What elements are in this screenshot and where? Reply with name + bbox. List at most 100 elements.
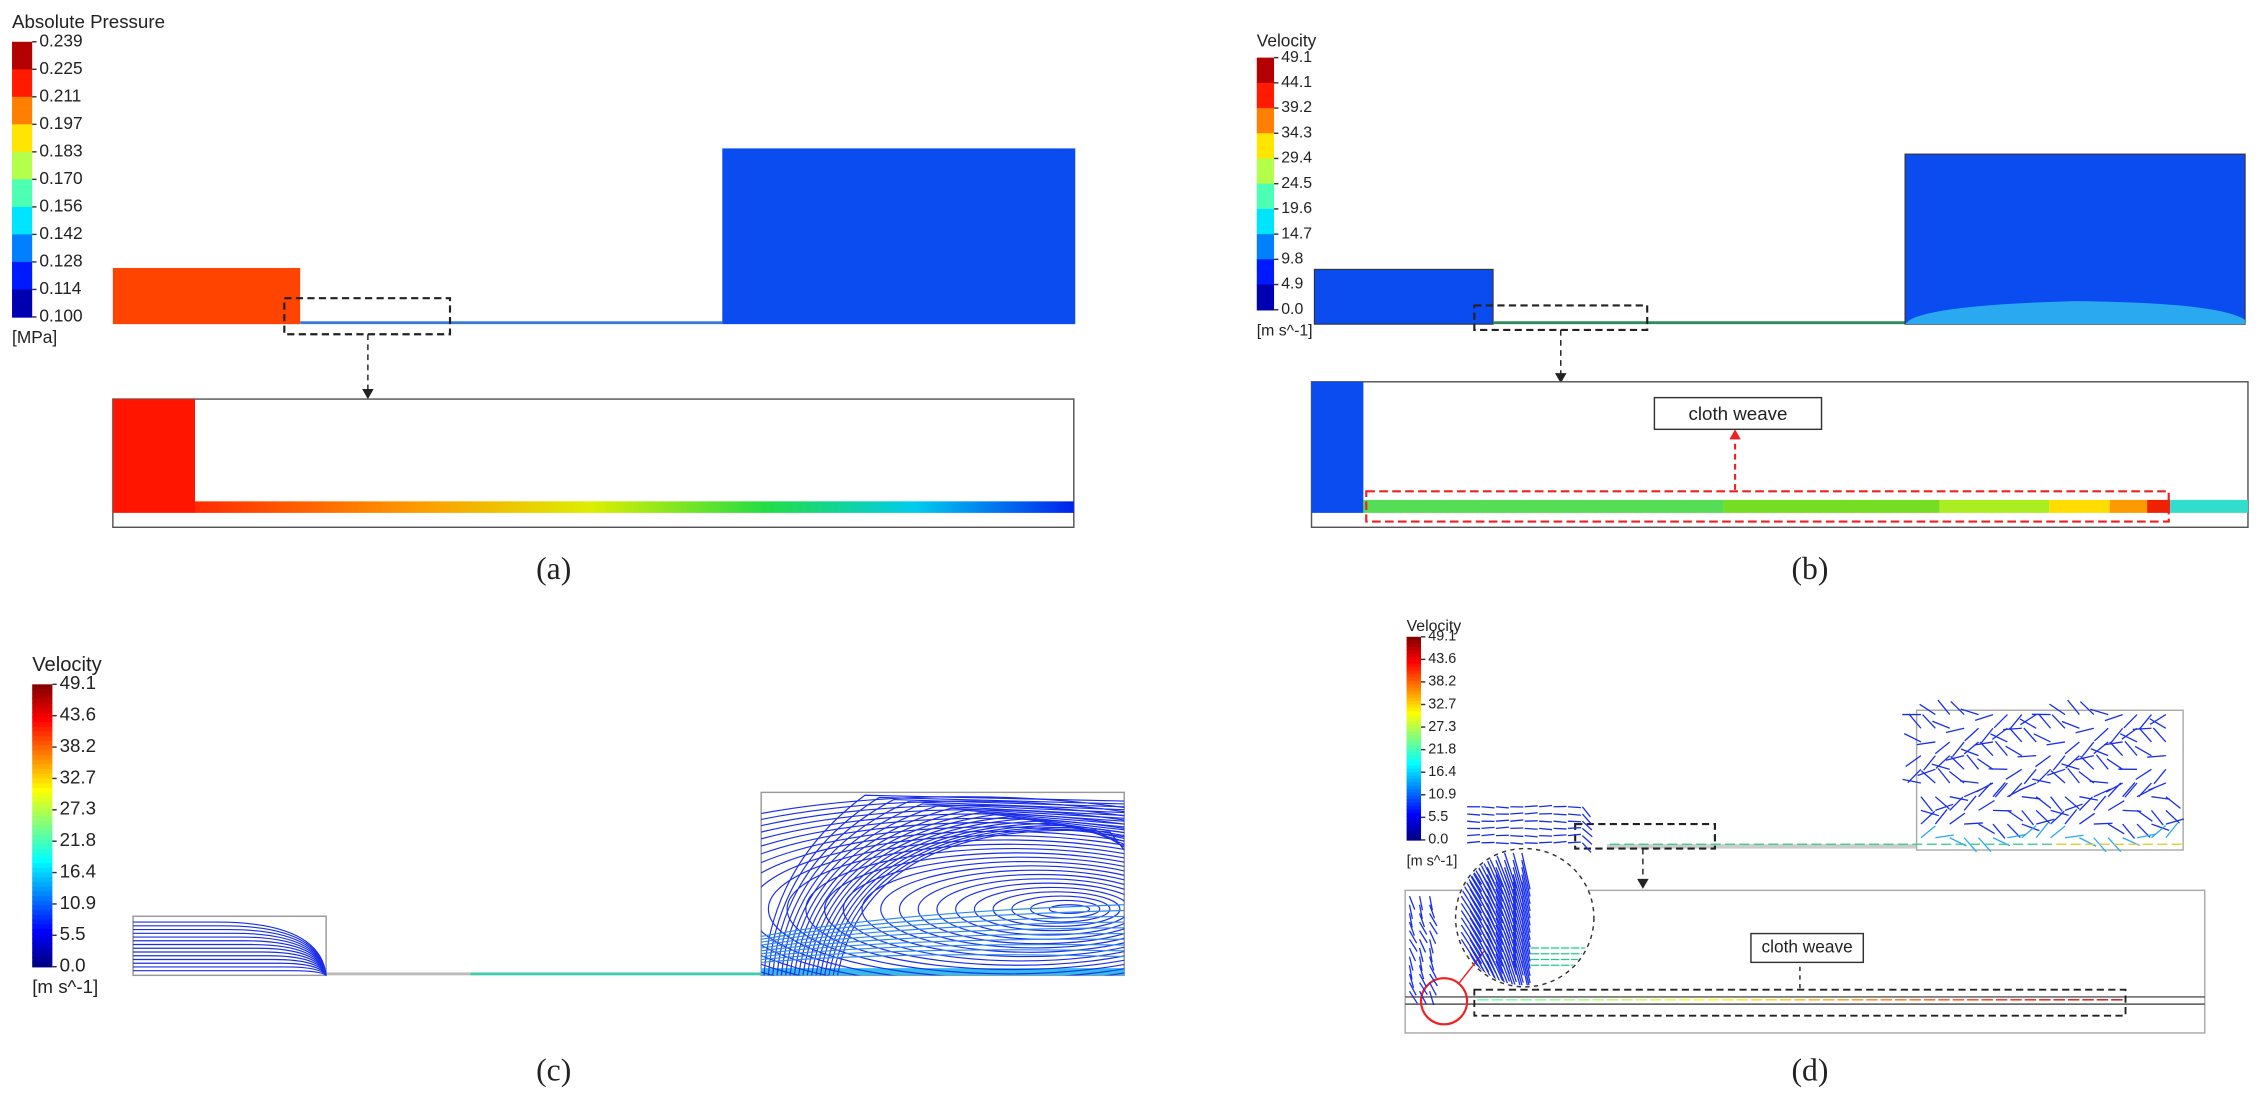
legend-swatch <box>1256 158 1275 185</box>
legend-swatch <box>1406 697 1422 702</box>
legend-swatch <box>12 151 33 181</box>
vector <box>1486 960 1504 986</box>
vector <box>2036 818 2055 825</box>
channel <box>470 972 762 976</box>
legend-swatch <box>32 825 53 831</box>
legend-swatch <box>1406 711 1422 716</box>
vector <box>1920 796 1934 812</box>
panel-caption: (c) <box>536 1053 571 1088</box>
vector <box>2078 796 2093 811</box>
streamline <box>761 804 1125 827</box>
legend-swatch <box>32 736 53 742</box>
vector <box>1521 888 1531 926</box>
vector <box>2153 768 2167 785</box>
vector <box>1429 913 1438 927</box>
panel-a <box>112 148 1076 529</box>
legend-swatch <box>1406 650 1422 655</box>
zoom-box <box>283 297 452 336</box>
legend-swatch <box>32 698 53 704</box>
legend-tick-label: 38.2 <box>1428 674 1456 690</box>
vector <box>1521 859 1531 897</box>
vector <box>1524 812 1538 815</box>
legend-swatch <box>32 684 53 690</box>
vector <box>1510 819 1524 822</box>
vector <box>1539 804 1553 808</box>
vector <box>2064 834 2084 839</box>
vector <box>2003 727 2022 731</box>
legend-swatch <box>1406 785 1422 790</box>
legend-swatch <box>1406 694 1422 699</box>
legend-swatch <box>32 834 53 841</box>
arrow-head <box>1637 878 1649 889</box>
streamline <box>761 944 1125 958</box>
vector <box>2165 822 2179 839</box>
streamline <box>761 817 1125 976</box>
legend-swatch <box>12 206 33 236</box>
vector <box>1512 953 1524 986</box>
legend-tick-label: 38.2 <box>60 735 96 756</box>
vector <box>1503 895 1518 932</box>
vector <box>1521 960 1531 986</box>
vector <box>1521 867 1531 904</box>
vector <box>1503 931 1518 968</box>
channel <box>1493 321 1906 325</box>
vector <box>2136 809 2153 822</box>
legend-swatch <box>32 853 53 860</box>
streamline <box>973 886 1125 932</box>
vector <box>2050 770 2066 784</box>
legend-tick-label: 5.5 <box>1428 809 1448 825</box>
legend-swatch <box>32 731 53 737</box>
vector <box>1990 733 2008 743</box>
legend-swatch <box>12 179 33 208</box>
vector <box>1512 960 1524 986</box>
legend-swatch <box>32 947 53 954</box>
streamline <box>761 830 1125 976</box>
legend-tick-label: 0.0 <box>1281 301 1303 318</box>
vector <box>1524 834 1538 838</box>
vector <box>1980 727 1994 744</box>
streamline <box>761 796 1125 815</box>
vector <box>2132 727 2152 731</box>
vector <box>2093 741 2109 755</box>
legend-swatch <box>32 943 53 949</box>
legend-tick-label: 0.0 <box>1428 832 1448 848</box>
legend-tick-label: 19.6 <box>1281 200 1312 217</box>
legend-tick-label: 49.1 <box>1428 629 1456 645</box>
legend-swatch <box>1406 704 1422 709</box>
vector <box>2079 837 2097 847</box>
legend-swatch <box>32 957 53 963</box>
panel-caption: (b) <box>1792 551 1829 586</box>
vector <box>1521 953 1531 986</box>
legend-swatch <box>1406 751 1422 756</box>
legend-swatch <box>32 914 53 921</box>
legend-swatch <box>1256 234 1275 261</box>
vector <box>1510 842 1524 845</box>
vector <box>1949 812 1966 825</box>
vector <box>1963 741 1979 755</box>
panel-b: cloth weave <box>1310 153 2249 529</box>
vector <box>1524 827 1538 830</box>
legend-swatch <box>32 896 53 902</box>
legend-tick-label: 21.8 <box>60 829 96 850</box>
vector <box>1903 732 1922 743</box>
vector <box>2079 796 2098 801</box>
vector <box>1521 903 1531 940</box>
legend-swatch <box>12 96 33 126</box>
vector <box>1495 819 1509 822</box>
streamline <box>917 873 1125 945</box>
legend-tick-label: 21.8 <box>1428 741 1456 757</box>
vector <box>2018 782 2037 791</box>
vector <box>1418 895 1424 911</box>
vector <box>1964 727 1979 742</box>
legend-swatch <box>1406 653 1422 658</box>
legend-swatch <box>32 754 53 761</box>
vector <box>1429 982 1437 996</box>
vector <box>1950 755 1965 770</box>
streamline <box>776 801 1125 976</box>
streamline <box>780 803 1125 976</box>
vector <box>2139 714 2152 730</box>
vector <box>1521 895 1531 933</box>
vector <box>2089 780 2109 784</box>
legend-swatch <box>1406 816 1422 821</box>
vector <box>1581 806 1591 818</box>
